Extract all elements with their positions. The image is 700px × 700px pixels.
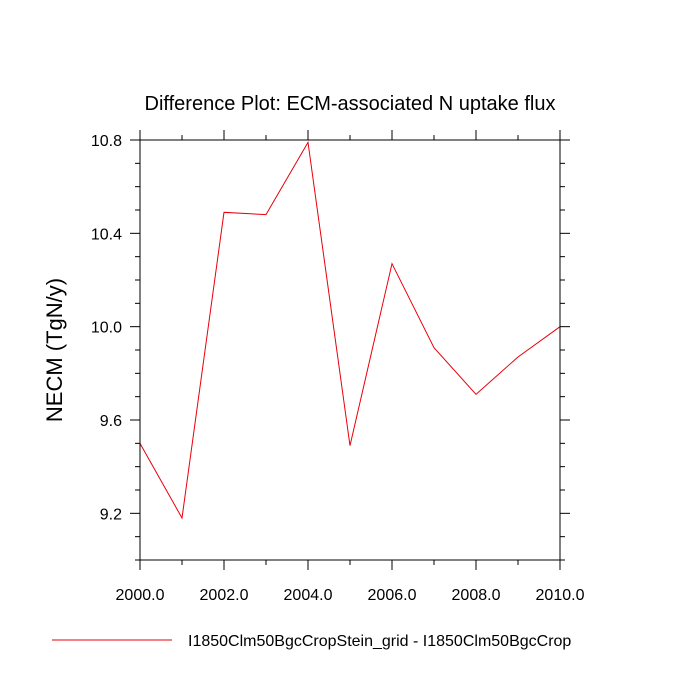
legend-label: I1850Clm50BgcCropStein_grid - I1850Clm50… bbox=[188, 633, 571, 650]
series-line-0 bbox=[139, 140, 561, 520]
x-tick-label: 2004.0 bbox=[284, 587, 333, 604]
y-axis-ticks: 9.2 9.6 10.0 10.4 10.8 bbox=[91, 133, 570, 561]
x-tick-label: 2000.0 bbox=[116, 587, 165, 604]
x-axis-ticks: 2000.0 2002.0 2004.0 2006.0 2008.0 2010.0 bbox=[116, 130, 585, 604]
x-tick-label: 2006.0 bbox=[368, 587, 417, 604]
y-tick-label: 10.4 bbox=[91, 226, 122, 243]
y-tick-label: 10.8 bbox=[91, 133, 122, 150]
legend: I1850Clm50BgcCropStein_grid - I1850Clm50… bbox=[52, 633, 571, 650]
x-tick-label: 2002.0 bbox=[200, 587, 249, 604]
chart-title: Difference Plot: ECM-associated N uptake… bbox=[145, 93, 556, 115]
series-layer bbox=[139, 140, 561, 520]
x-tick-label: 2008.0 bbox=[452, 587, 501, 604]
y-tick-label: 9.6 bbox=[100, 413, 122, 430]
x-tick-label: 2010.0 bbox=[536, 587, 585, 604]
y-tick-label: 9.2 bbox=[100, 506, 122, 523]
plot-frame bbox=[139, 139, 561, 561]
y-tick-label: 10.0 bbox=[91, 320, 122, 337]
y-axis-label: NECM (TgN/y) bbox=[42, 278, 67, 422]
